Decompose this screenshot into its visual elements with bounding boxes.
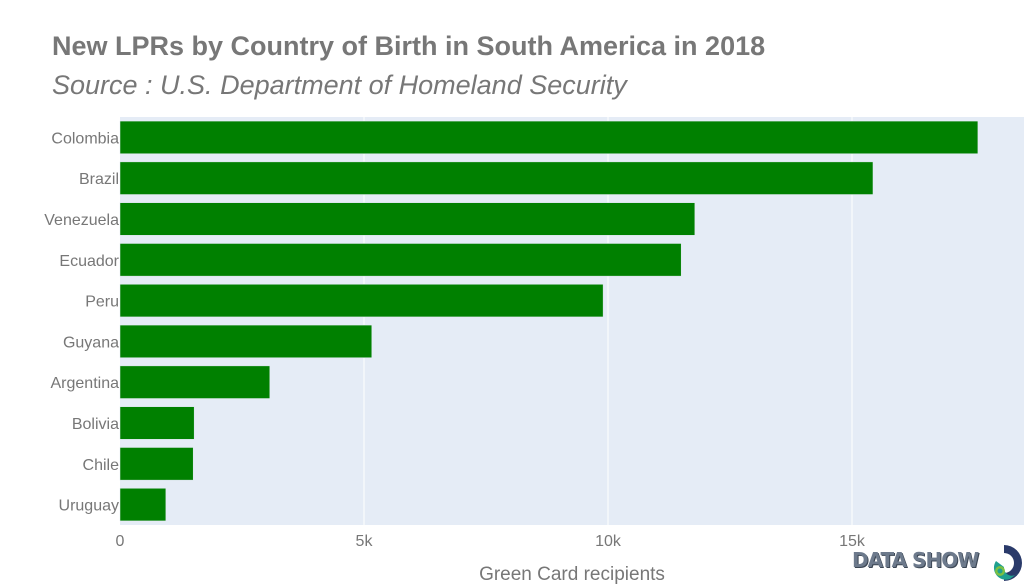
y-tick-label: Guyana [63, 334, 119, 351]
chart-title: New LPRs by Country of Birth in South Am… [52, 31, 766, 61]
data-show-logo-icon [993, 545, 1022, 581]
bar-uruguay [119, 488, 167, 522]
y-tick-label: Colombia [51, 130, 119, 147]
y-axis-labels: Colombia Brazil Venezuela Ecuador Peru Guyana… [44, 130, 119, 514]
y-tick-label: Bolivia [72, 416, 119, 433]
bar-argentina [119, 365, 271, 399]
bar-guyana [119, 324, 373, 358]
bars [119, 120, 979, 522]
x-tick-label: 15k [839, 533, 866, 550]
bar-bolivia [119, 406, 195, 440]
bar-peru [119, 284, 604, 318]
y-tick-label: Uruguay [59, 498, 119, 515]
y-tick-label: Argentina [51, 375, 120, 392]
chart-subtitle: Source : U.S. Department of Homeland Sec… [52, 70, 627, 100]
y-tick-label: Venezuela [44, 212, 119, 229]
bar-ecuador [119, 243, 682, 277]
data-show-logo: DATA SHOW [852, 548, 979, 572]
bar-venezuela [119, 202, 696, 236]
x-axis-title: Green Card recipients [479, 564, 665, 585]
bar-chile [119, 447, 194, 481]
y-tick-label: Peru [85, 294, 119, 311]
y-tick-label: Chile [83, 457, 120, 474]
x-tick-label: 5k [356, 533, 374, 550]
y-tick-label: Ecuador [59, 253, 119, 270]
y-tick-label: Brazil [79, 171, 119, 188]
x-tick-label: 10k [595, 533, 622, 550]
bar-brazil [119, 161, 874, 195]
bar-colombia [119, 120, 979, 154]
x-tick-label: 0 [116, 533, 125, 550]
x-axis-labels: 0 5k 10k 15k [116, 533, 866, 550]
